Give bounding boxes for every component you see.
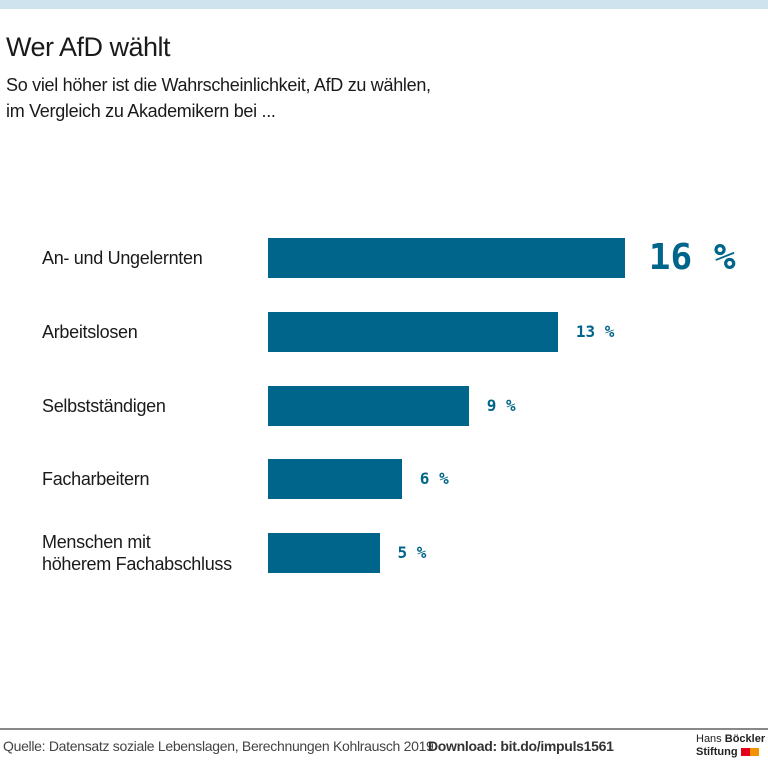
bar (268, 385, 469, 426)
category-label-line: Facharbeitern (42, 469, 150, 490)
chart-title: Wer AfD wählt (6, 32, 171, 62)
category-label: An- und Ungelernten (42, 247, 203, 269)
value-label: 5 % (397, 543, 427, 563)
top-band (0, 0, 768, 9)
category-label-line: Selbstständigen (42, 395, 166, 416)
value-label: 9 % (486, 395, 516, 415)
bar (268, 459, 402, 500)
logo-square-red (740, 748, 750, 757)
bar (268, 238, 625, 278)
value-label: 6 % (419, 469, 449, 489)
bar (268, 311, 558, 352)
subtitle-line: So viel höher ist die Wahrscheinlichkeit… (6, 75, 431, 95)
bar (268, 533, 380, 574)
logo-text: Böckler (724, 733, 766, 745)
category-label-line: An- und Ungelernten (42, 248, 203, 268)
value-label: 13 % (575, 321, 615, 341)
value-label: 16 % (648, 237, 736, 278)
category-label: Selbstständigen (42, 395, 166, 417)
category-label-line: Menschen mit (42, 532, 151, 553)
logo-text: Stiftung (696, 746, 738, 758)
source-note: Quelle: Datensatz soziale Lebenslagen, B… (3, 738, 434, 754)
logo-square-orange (749, 748, 759, 757)
logo-text: Hans (696, 733, 722, 745)
category-label-line: höherem Fachabschluss (42, 554, 232, 575)
download-link[interactable]: Download: bit.do/impuls1561 (428, 738, 614, 754)
category-label: Facharbeitern (42, 468, 149, 490)
category-label-line: Arbeitslosen (42, 321, 138, 342)
hans-boeckler-logo: Hans Böckler Stiftung (696, 733, 765, 759)
category-label: Menschen mit höherem Fachabschluss (42, 531, 232, 575)
footer-divider (0, 728, 768, 730)
subtitle-line: im Vergleich zu Akademikern bei ... (6, 101, 276, 121)
chart-subtitle: So viel höher ist die Wahrscheinlichkeit… (6, 72, 431, 124)
category-label: Arbeitslosen (42, 321, 138, 343)
